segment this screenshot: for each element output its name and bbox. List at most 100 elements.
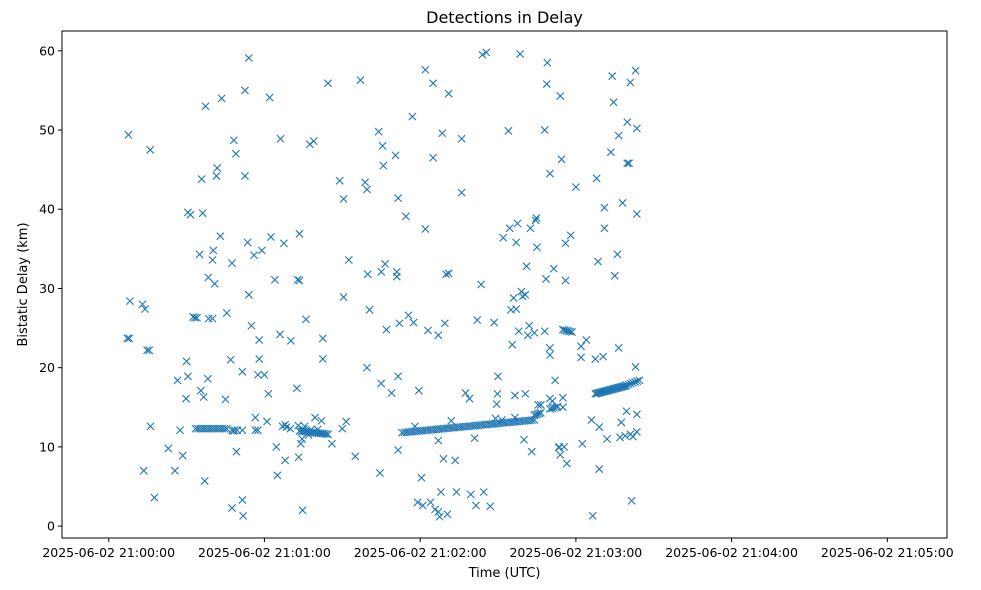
data-point — [577, 353, 586, 362]
data-point — [222, 424, 231, 433]
data-point — [281, 456, 290, 465]
data-point — [461, 389, 470, 398]
data-point — [442, 270, 451, 279]
data-point — [521, 290, 530, 299]
data-point — [379, 161, 388, 170]
data-point — [451, 456, 460, 465]
data-point — [216, 232, 225, 241]
data-point — [286, 424, 295, 433]
data-point — [622, 381, 631, 390]
data-point — [540, 327, 549, 336]
data-point — [426, 498, 435, 507]
data-point — [351, 452, 360, 461]
data-point — [150, 493, 159, 502]
data-point — [200, 476, 209, 485]
data-point — [556, 91, 565, 100]
data-point — [247, 321, 256, 330]
data-point — [318, 334, 327, 343]
y-tick-label: 50 — [39, 123, 55, 138]
data-point — [186, 210, 195, 219]
data-point — [551, 376, 560, 385]
data-point — [466, 490, 475, 499]
data-point — [238, 367, 247, 376]
data-point — [494, 372, 503, 381]
data-point — [279, 239, 288, 248]
data-point — [327, 439, 336, 448]
data-point — [244, 290, 253, 299]
data-point — [213, 164, 222, 173]
data-point — [201, 102, 210, 111]
data-point — [418, 501, 427, 510]
data-point — [593, 257, 602, 266]
data-point — [624, 380, 633, 389]
data-point — [421, 225, 430, 234]
data-point — [244, 53, 253, 62]
data-point — [210, 279, 219, 288]
data-point — [381, 259, 390, 268]
data-point — [626, 78, 635, 87]
data-point — [197, 175, 206, 184]
data-point — [339, 194, 348, 203]
data-point — [512, 305, 521, 314]
data-point — [617, 418, 626, 427]
data-point — [276, 134, 285, 143]
data-point — [170, 466, 179, 475]
data-point — [434, 507, 443, 516]
data-point — [270, 275, 279, 284]
data-point — [632, 410, 641, 419]
data-point — [486, 502, 495, 511]
data-point — [146, 422, 155, 431]
x-tick-label: 2025-06-02 21:01:00 — [198, 545, 331, 560]
data-point — [440, 319, 449, 328]
data-point — [250, 251, 259, 260]
data-point — [301, 315, 310, 324]
data-point — [622, 407, 631, 416]
data-point — [362, 185, 371, 194]
data-point — [577, 342, 586, 351]
data-point — [365, 305, 374, 314]
data-point — [273, 471, 282, 480]
data-point — [535, 409, 544, 418]
data-point — [311, 413, 320, 422]
data-point — [532, 243, 541, 252]
data-point — [238, 495, 247, 504]
data-point — [521, 389, 530, 398]
data-point — [635, 376, 644, 385]
data-point — [317, 416, 326, 425]
data-point — [146, 145, 155, 154]
data-point — [232, 447, 241, 456]
data-point — [625, 159, 634, 168]
data-point — [543, 58, 552, 67]
data-point — [178, 451, 187, 460]
data-point — [567, 328, 576, 337]
data-point — [536, 408, 545, 417]
data-point — [183, 372, 192, 381]
x-axis-label: Time (UTC) — [468, 566, 541, 581]
data-point — [344, 255, 353, 264]
data-point — [145, 346, 154, 355]
data-point — [513, 219, 522, 228]
data-points — [123, 48, 644, 521]
data-point — [417, 473, 426, 482]
data-point — [339, 293, 348, 302]
data-point — [623, 118, 632, 127]
data-point — [208, 314, 217, 323]
data-point — [123, 334, 132, 343]
data-point — [516, 49, 525, 58]
y-tick-label: 10 — [39, 439, 55, 454]
data-point — [195, 250, 204, 259]
data-point — [631, 362, 640, 371]
data-point — [479, 488, 488, 497]
data-point — [443, 510, 452, 519]
data-point — [623, 159, 632, 168]
data-point — [375, 469, 384, 478]
data-point — [212, 171, 221, 180]
data-point — [457, 134, 466, 143]
data-point — [294, 453, 303, 462]
data-point — [631, 66, 640, 75]
x-tick-label: 2025-06-02 21:02:00 — [354, 545, 487, 560]
data-point — [438, 129, 447, 138]
data-point — [404, 311, 413, 320]
y-tick-label: 40 — [39, 202, 55, 217]
data-point — [519, 435, 528, 444]
